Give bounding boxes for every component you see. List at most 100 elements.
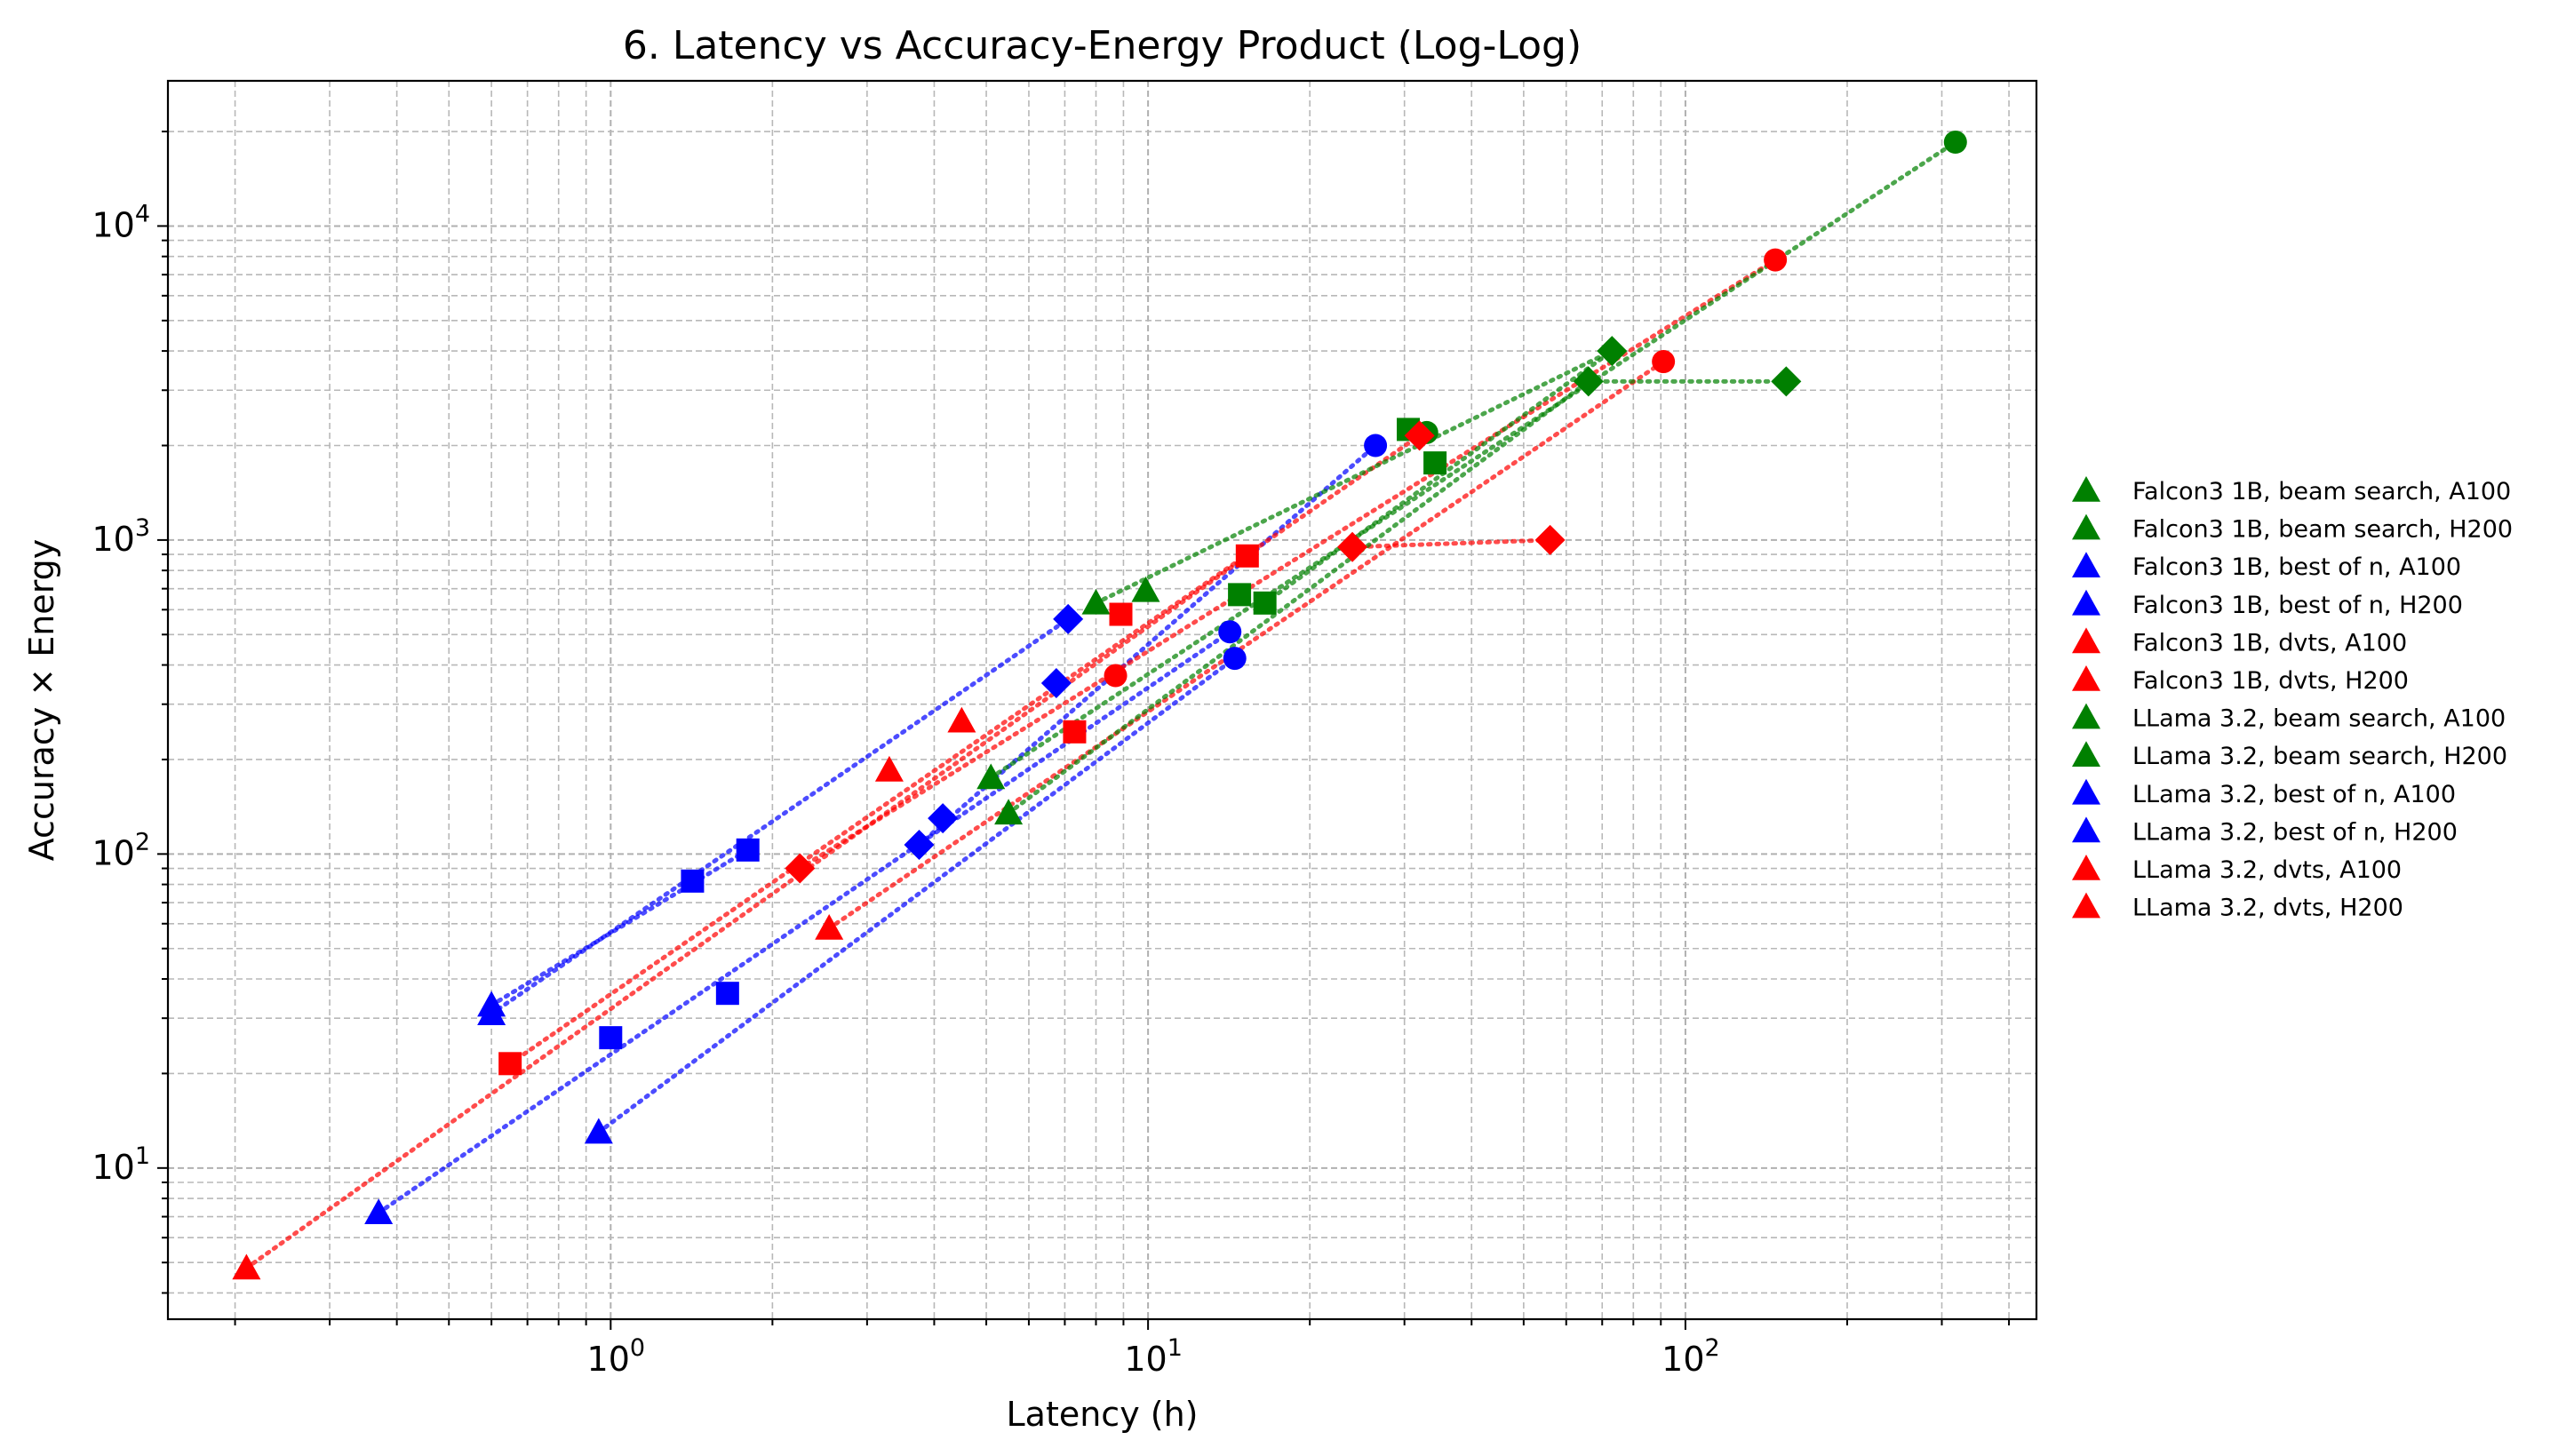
data-point-circle <box>1223 647 1247 671</box>
data-point-triangle <box>232 1253 261 1280</box>
legend-label: LLama 3.2, best of n, A100 <box>2132 781 2456 808</box>
grid-layer <box>168 81 2036 1319</box>
legend-entry: LLama 3.2, beam search, H200 <box>2072 741 2507 770</box>
legend-entry: LLama 3.2, beam search, A100 <box>2072 703 2506 733</box>
data-point-triangle <box>815 913 844 940</box>
data-point-square <box>1423 451 1447 475</box>
markers-layer <box>232 131 1967 1280</box>
x-axis-label: Latency (h) <box>1006 1395 1198 1434</box>
data-point-triangle <box>364 1198 394 1225</box>
data-point-diamond <box>928 803 959 834</box>
data-point-triangle <box>947 706 976 733</box>
data-point-triangle <box>477 999 506 1025</box>
data-point-square <box>715 982 739 1006</box>
data-point-square <box>736 838 760 862</box>
legend-label: LLama 3.2, beam search, A100 <box>2132 705 2506 733</box>
trend-line <box>489 847 751 1008</box>
data-point-square <box>599 1026 623 1050</box>
legend-entry: Falcon3 1B, dvts, A100 <box>2072 627 2407 656</box>
legend-entry: Falcon3 1B, best of n, A100 <box>2072 552 2461 581</box>
legend-marker <box>2072 513 2100 540</box>
data-point-square <box>1228 583 1252 607</box>
legend-entry: Falcon3 1B, dvts, H200 <box>2072 665 2409 695</box>
legend-marker <box>2072 892 2100 919</box>
legend-label: Falcon3 1B, best of n, H200 <box>2132 592 2463 619</box>
data-point-diamond <box>1053 603 1084 634</box>
legend-marker <box>2072 589 2100 616</box>
data-point-circle <box>1943 131 1967 155</box>
legend-entry: LLama 3.2, best of n, H200 <box>2072 816 2458 846</box>
data-point-diamond <box>1534 524 1566 555</box>
legend-marker <box>2072 476 2100 502</box>
data-point-triangle <box>584 1118 613 1144</box>
data-point-triangle <box>1131 576 1160 602</box>
legend-entry: Falcon3 1B, best of n, H200 <box>2072 589 2463 619</box>
data-point-circle <box>1364 434 1388 457</box>
legend-marker <box>2072 816 2100 843</box>
legend-entry: LLama 3.2, dvts, A100 <box>2072 855 2402 884</box>
legend-label: LLama 3.2, best of n, H200 <box>2132 818 2458 846</box>
legend-entry: Falcon3 1B, beam search, H200 <box>2072 513 2513 544</box>
data-point-square <box>1109 602 1133 626</box>
trend-line <box>376 629 1232 1215</box>
data-point-triangle <box>1081 588 1111 615</box>
data-point-diamond <box>1573 366 1604 397</box>
legend: Falcon3 1B, beam search, A100 Falcon3 1B,… <box>2072 476 2513 922</box>
plot-frame <box>166 79 2038 1321</box>
legend-label: LLama 3.2, dvts, A100 <box>2132 856 2402 884</box>
data-point-square <box>1235 544 1259 568</box>
trend-line <box>243 553 1250 1270</box>
x-tick-label: 100 <box>587 1334 646 1379</box>
data-point-circle <box>1218 620 1242 644</box>
legend-entry: Falcon3 1B, beam search, A100 <box>2072 476 2511 505</box>
y-axis-label: Accuracy × Energy <box>22 539 61 862</box>
y-tick-label: 103 <box>92 514 150 559</box>
legend-marker <box>2072 741 2100 767</box>
trend-line <box>1263 348 1614 606</box>
legend-marker <box>2072 665 2100 691</box>
legend-label: Falcon3 1B, beam search, H200 <box>2132 516 2513 544</box>
data-point-circle <box>1764 248 1788 272</box>
x-tick-label: 101 <box>1124 1334 1183 1379</box>
y-tick-label: 101 <box>92 1142 150 1187</box>
trend-line <box>826 359 1666 931</box>
data-point-square <box>498 1052 522 1076</box>
trend-line <box>1006 378 1591 816</box>
legend-label: LLama 3.2, beam search, H200 <box>2132 743 2507 770</box>
data-point-diamond <box>904 829 935 860</box>
y-tick-label: 104 <box>92 200 150 244</box>
chart-title: 6. Latency vs Accuracy-Energy Product (L… <box>623 23 1582 68</box>
legend-marker <box>2072 778 2100 805</box>
legend-label: Falcon3 1B, dvts, A100 <box>2132 629 2407 656</box>
legend-label: LLama 3.2, dvts, H200 <box>2132 895 2403 922</box>
axis-ticks: 100 101 102 101 102 103 104 <box>92 131 2011 1379</box>
legend-entry: LLama 3.2, dvts, H200 <box>2072 892 2403 922</box>
legend-label: Falcon3 1B, dvts, H200 <box>2132 667 2409 695</box>
data-point-circle <box>1104 664 1128 688</box>
y-tick-label: 102 <box>92 828 150 872</box>
legend-marker <box>2072 627 2100 654</box>
trend-line <box>1350 537 1553 550</box>
data-point-diamond <box>1040 668 1072 699</box>
trend-line <box>507 433 1422 1066</box>
data-point-triangle <box>874 755 904 782</box>
x-tick-label: 102 <box>1662 1334 1720 1379</box>
data-point-diamond <box>1337 531 1368 562</box>
data-point-triangle <box>976 763 1006 790</box>
data-point-diamond <box>785 853 816 884</box>
legend-marker <box>2072 703 2100 729</box>
trend-line <box>1094 348 1614 606</box>
legend-label: Falcon3 1B, best of n, A100 <box>2132 553 2461 581</box>
data-point-diamond <box>1404 420 1435 451</box>
legend-entry: LLama 3.2, best of n, A100 <box>2072 778 2456 808</box>
data-point-square <box>681 869 705 893</box>
legend-marker <box>2072 855 2100 880</box>
data-point-square <box>1063 720 1087 744</box>
legend-label: Falcon3 1B, beam search, A100 <box>2132 478 2511 505</box>
data-point-square <box>1253 591 1277 615</box>
data-point-circle <box>1652 350 1676 374</box>
data-point-triangle <box>994 799 1024 825</box>
data-point-diamond <box>1771 366 1802 397</box>
